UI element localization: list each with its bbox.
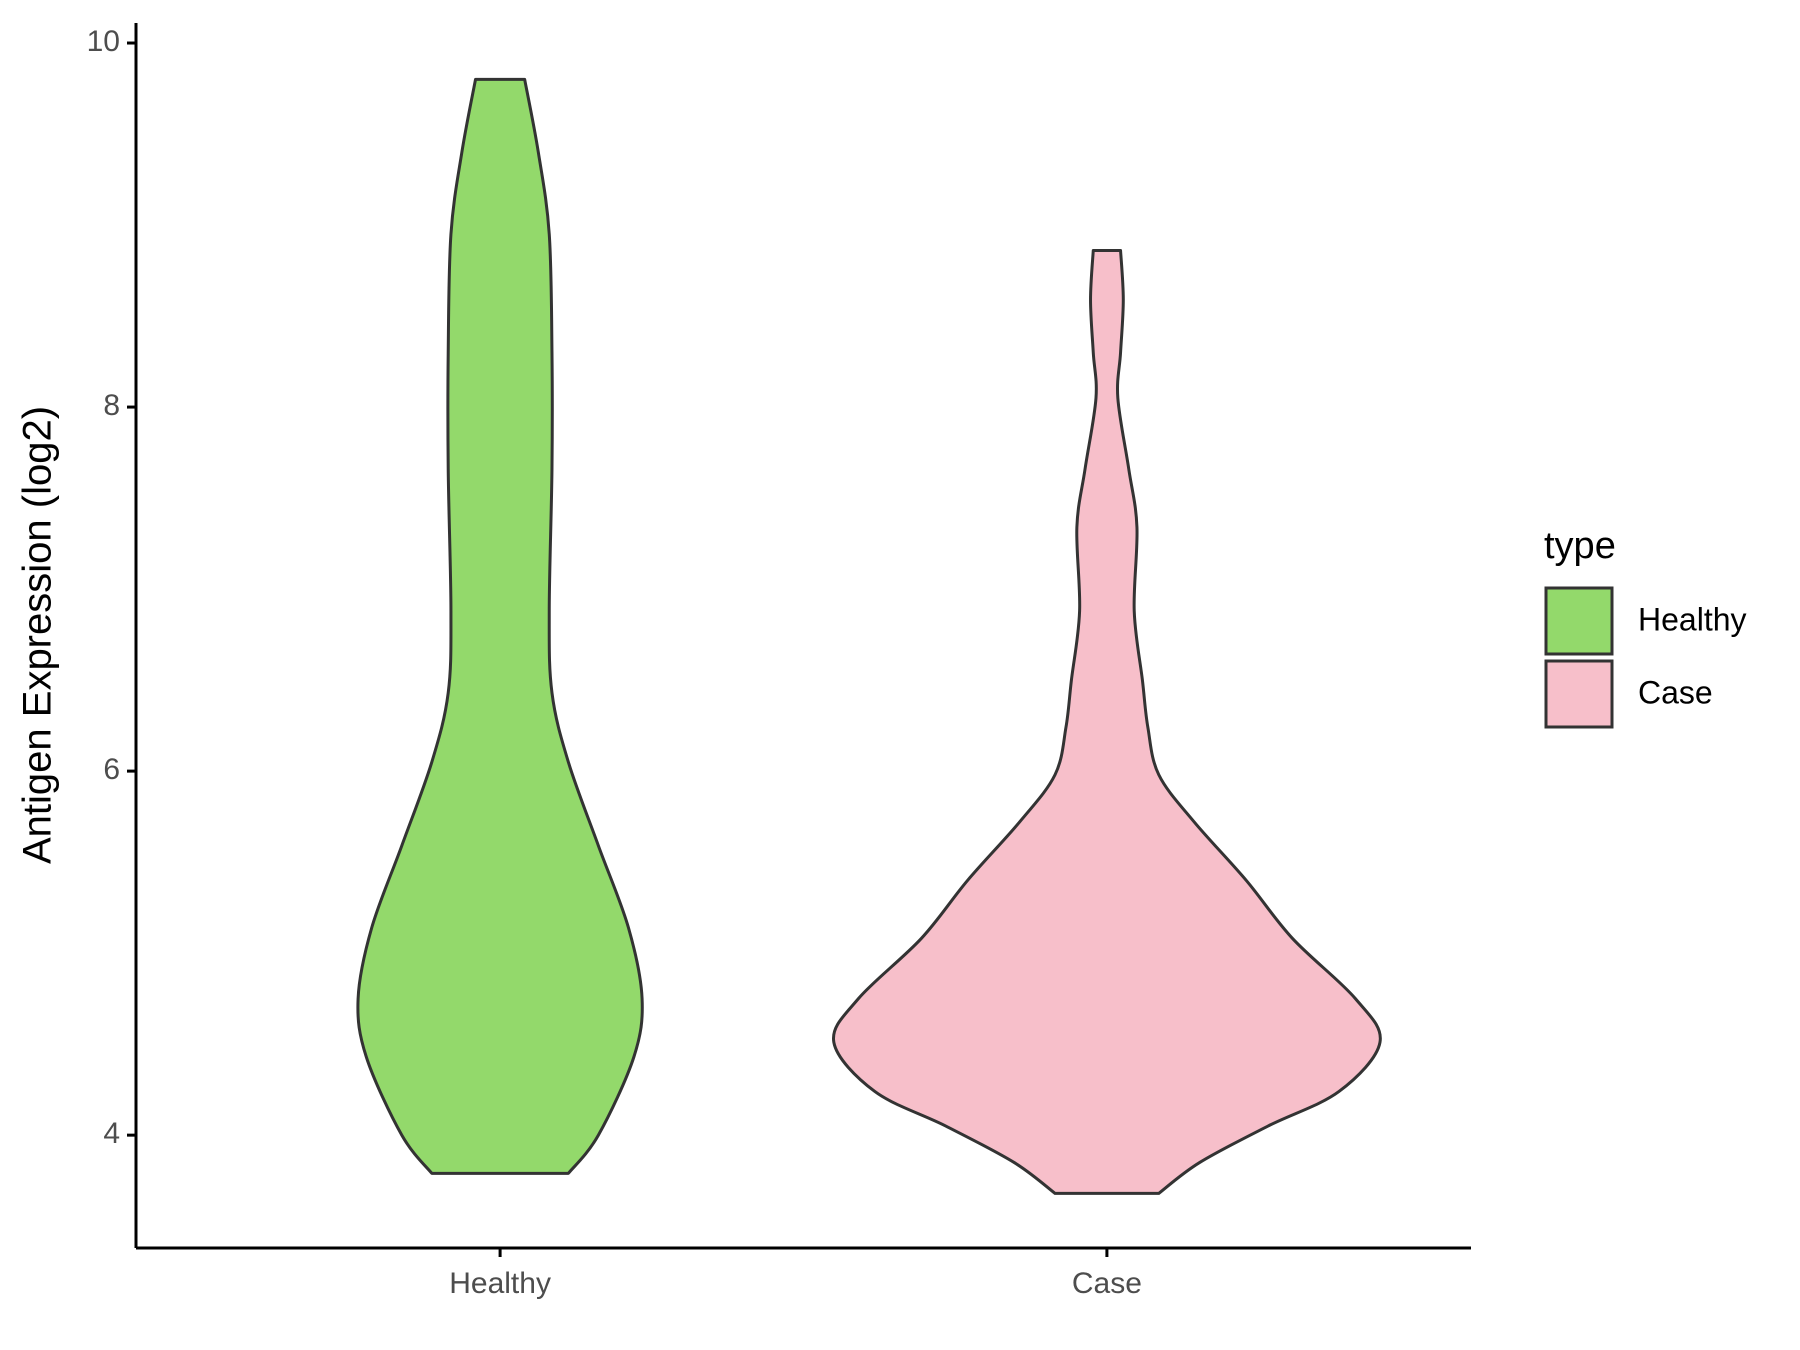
y-tick-label: 8 — [103, 389, 120, 422]
y-tick-label: 6 — [103, 753, 120, 786]
violin — [832, 249, 1382, 1195]
violin — [356, 77, 644, 1175]
legend-key — [1544, 586, 1614, 656]
y-tick-label: 4 — [103, 1117, 120, 1150]
legend-label: Healthy — [1638, 601, 1747, 637]
x-tick-label: Case — [1072, 1267, 1142, 1300]
legend-label: Case — [1638, 674, 1713, 710]
y-tick-label: 10 — [87, 25, 120, 58]
x-tick-label: Healthy — [449, 1267, 551, 1300]
legend-key — [1544, 659, 1614, 729]
y-axis-title: Antigen Expression (log2) — [16, 406, 60, 864]
legend-title: type — [1544, 525, 1616, 567]
